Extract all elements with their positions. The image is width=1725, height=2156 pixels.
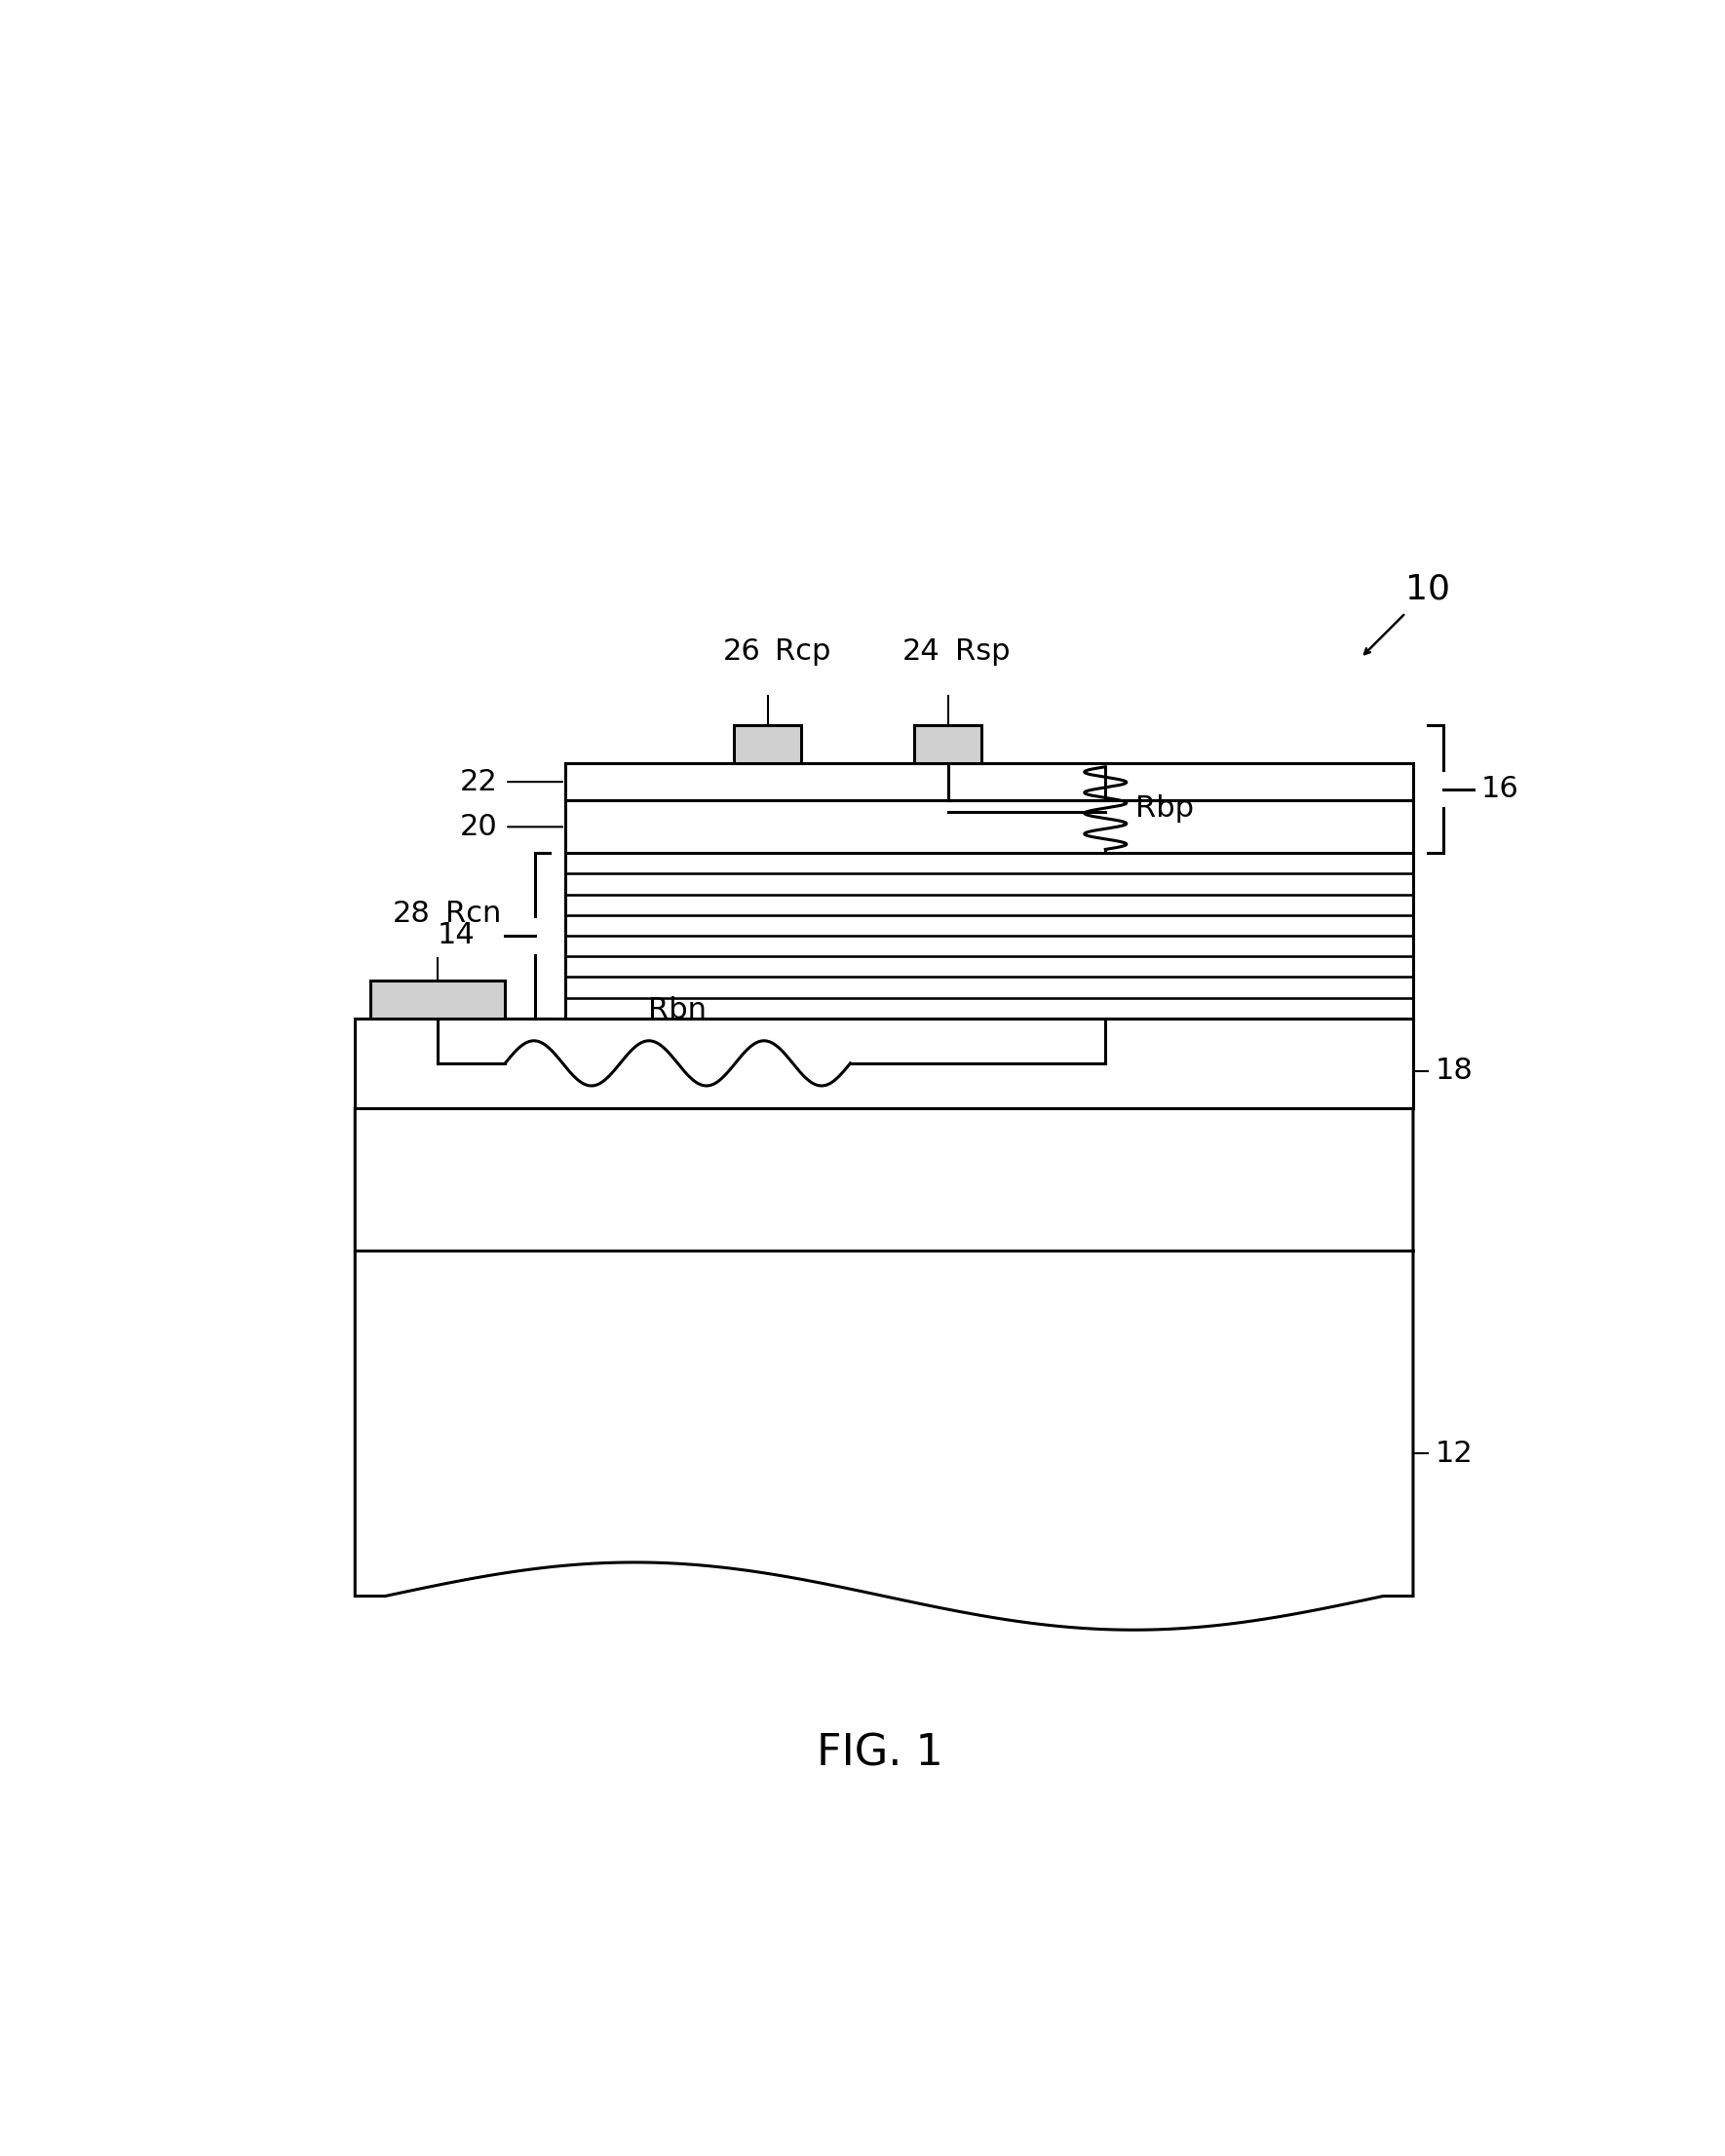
Text: 20: 20 (461, 813, 497, 841)
Text: Rcp: Rcp (775, 638, 831, 666)
Bar (566, 800, 1413, 854)
Bar (733, 727, 802, 763)
Polygon shape (355, 1108, 1413, 1630)
Text: Rsp: Rsp (956, 638, 1011, 666)
Text: Rbp: Rbp (1135, 793, 1194, 821)
Text: Rcn: Rcn (445, 899, 500, 929)
Text: 26: 26 (723, 638, 761, 666)
Text: FIG. 1: FIG. 1 (818, 1733, 944, 1774)
Text: 16: 16 (1480, 776, 1518, 804)
Text: 10: 10 (1406, 571, 1451, 606)
Text: 24: 24 (902, 638, 940, 666)
Text: 22: 22 (461, 768, 497, 796)
Text: Rbn: Rbn (649, 996, 707, 1024)
Text: 14: 14 (438, 921, 474, 951)
Text: 28: 28 (392, 899, 430, 929)
Bar (566, 854, 1413, 1018)
Bar (914, 727, 982, 763)
Text: 18: 18 (1435, 1056, 1473, 1084)
Bar (371, 981, 505, 1018)
Bar (355, 1018, 1413, 1108)
Text: 12: 12 (1435, 1440, 1473, 1468)
Bar (566, 763, 1413, 800)
